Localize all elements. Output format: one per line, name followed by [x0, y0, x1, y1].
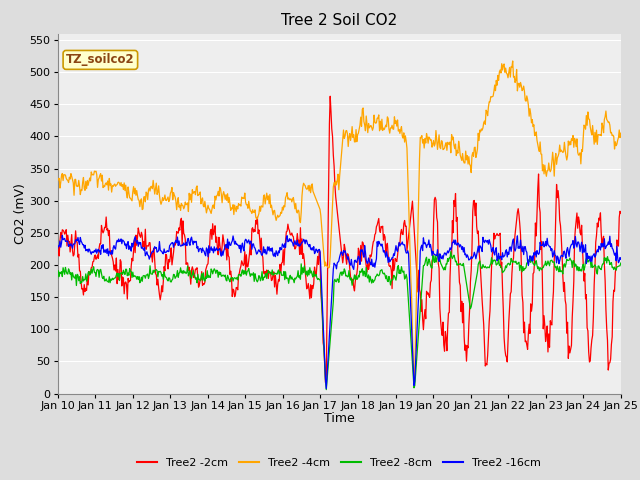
Y-axis label: CO2 (mV): CO2 (mV) — [13, 183, 27, 244]
Legend: Tree2 -2cm, Tree2 -4cm, Tree2 -8cm, Tree2 -16cm: Tree2 -2cm, Tree2 -4cm, Tree2 -8cm, Tree… — [133, 453, 545, 472]
X-axis label: Time: Time — [324, 412, 355, 425]
Title: Tree 2 Soil CO2: Tree 2 Soil CO2 — [281, 13, 397, 28]
Text: TZ_soilco2: TZ_soilco2 — [66, 53, 134, 66]
